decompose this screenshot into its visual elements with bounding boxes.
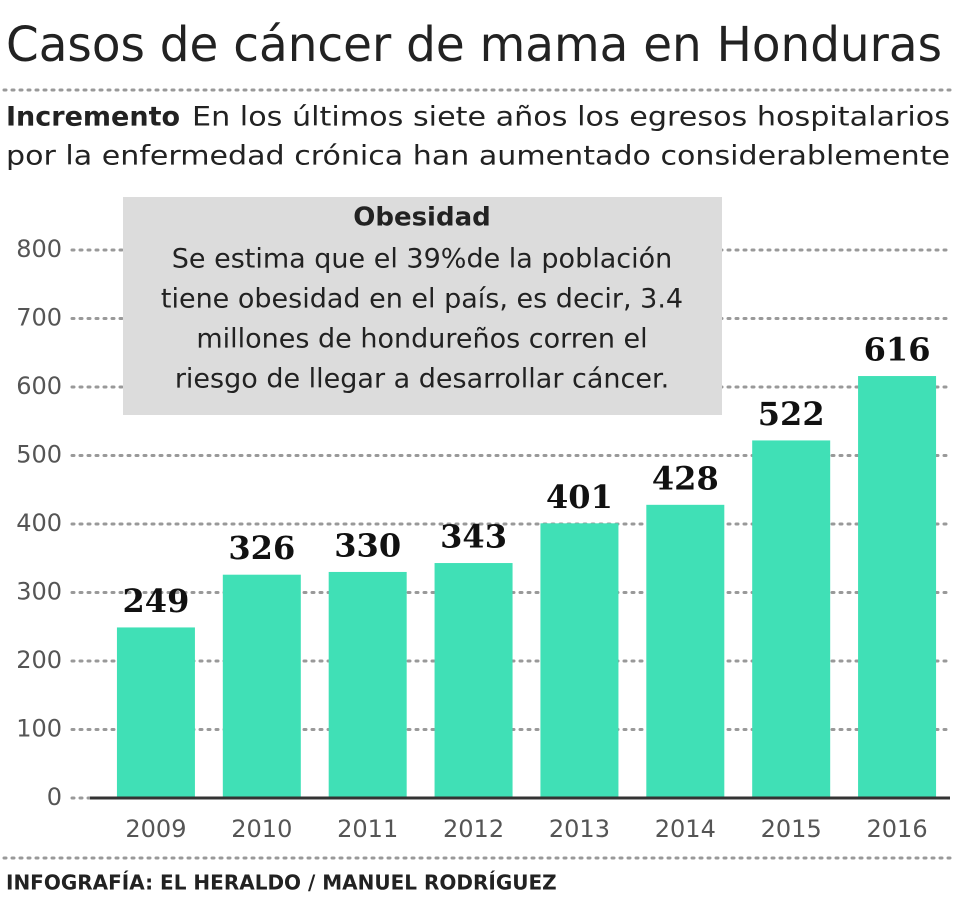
y-tick-label: 100 bbox=[16, 715, 62, 743]
bar bbox=[116, 627, 195, 798]
annotation: Obesidad Se estima que el 39%de la pobla… bbox=[123, 197, 722, 415]
x-tick-label: 2011 bbox=[337, 815, 398, 843]
value-label: 401 bbox=[546, 478, 613, 516]
subtitle: por la enfermedad crónica han aumentado … bbox=[6, 141, 950, 172]
value-label: 522 bbox=[758, 395, 825, 433]
annotation-box bbox=[123, 197, 722, 415]
bar bbox=[328, 571, 407, 798]
bar bbox=[434, 563, 513, 798]
annotation-title: Obesidad bbox=[353, 203, 491, 233]
x-tick-label: 2010 bbox=[231, 815, 292, 843]
value-label: 616 bbox=[864, 331, 931, 369]
annotation-text: millones de hondureños corren el bbox=[196, 324, 647, 355]
subtitle-lead: Incremento bbox=[6, 102, 180, 133]
value-label: 249 bbox=[123, 582, 190, 620]
bar bbox=[540, 523, 619, 798]
x-tick-label: 2015 bbox=[761, 815, 822, 843]
bar bbox=[752, 440, 831, 798]
x-tick-label: 2012 bbox=[443, 815, 504, 843]
x-tick-label: 2014 bbox=[655, 815, 716, 843]
plot: 0 100 200 300 400 500 600 700 800 2009 249 2010 326 2… bbox=[16, 235, 952, 843]
annotation-text: riesgo de llegar a desarrollar cáncer. bbox=[175, 364, 669, 395]
bar bbox=[858, 376, 937, 798]
x-tick-label: 2013 bbox=[549, 815, 610, 843]
annotation-text: Se estima que el 39%de la población bbox=[172, 244, 672, 275]
y-tick-label: 0 bbox=[47, 783, 62, 811]
chart-title: Casos de cáncer de mama en Honduras bbox=[6, 17, 942, 73]
source: INFOGRAFÍA: EL HERALDO / MANUEL RODRÍGUE… bbox=[6, 871, 557, 895]
subtitle: En los últimos siete años los egresos ho… bbox=[192, 102, 950, 133]
y-tick-label: 800 bbox=[16, 235, 62, 263]
bar bbox=[222, 574, 301, 798]
y-tick-label: 300 bbox=[16, 578, 62, 606]
y-tick-label: 400 bbox=[16, 509, 62, 537]
y-tick-label: 500 bbox=[16, 441, 62, 469]
x-tick-label: 2016 bbox=[867, 815, 928, 843]
y-tick-label: 600 bbox=[16, 372, 62, 400]
annotation-text: tiene obesidad en el país, es decir, 3.4 bbox=[161, 284, 683, 315]
y-tick-label: 700 bbox=[16, 304, 62, 332]
y-tick-label: 200 bbox=[16, 646, 62, 674]
value-label: 343 bbox=[440, 518, 507, 556]
value-label: 326 bbox=[228, 529, 295, 567]
bar bbox=[646, 504, 725, 798]
value-label: 428 bbox=[652, 459, 719, 497]
x-tick-label: 2009 bbox=[125, 815, 186, 843]
value-label: 330 bbox=[334, 526, 401, 564]
